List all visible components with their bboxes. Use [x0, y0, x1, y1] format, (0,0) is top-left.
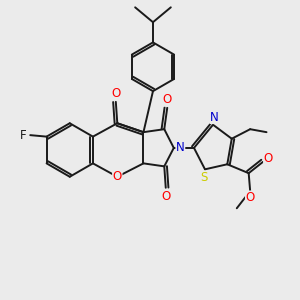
Text: N: N	[176, 141, 185, 154]
Text: F: F	[20, 129, 26, 142]
Text: O: O	[245, 191, 255, 204]
Text: O: O	[113, 170, 122, 183]
Text: O: O	[163, 93, 172, 106]
Text: O: O	[111, 87, 120, 100]
Text: N: N	[210, 110, 219, 124]
Text: O: O	[161, 190, 170, 202]
Text: O: O	[264, 152, 273, 165]
Text: S: S	[200, 171, 207, 184]
